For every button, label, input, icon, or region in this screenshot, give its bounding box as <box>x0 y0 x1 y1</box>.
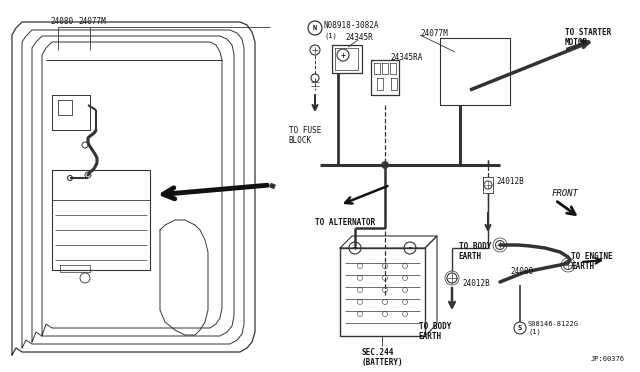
Circle shape <box>381 161 388 169</box>
Text: 24345RA: 24345RA <box>390 54 422 62</box>
Circle shape <box>349 242 361 254</box>
Text: 24077M: 24077M <box>420 29 448 38</box>
Text: TO STARTER
MOTOR: TO STARTER MOTOR <box>565 28 611 47</box>
Circle shape <box>404 242 416 254</box>
Text: (1): (1) <box>324 33 337 39</box>
Text: 24345R: 24345R <box>345 33 372 42</box>
Text: JP:00376: JP:00376 <box>591 356 625 362</box>
Text: 24012B: 24012B <box>462 279 490 288</box>
Text: TO BODY
EARTH: TO BODY EARTH <box>459 242 491 262</box>
Text: SEC.244
(BATTERY): SEC.244 (BATTERY) <box>361 348 403 368</box>
Text: TO FUSE
BLOCK: TO FUSE BLOCK <box>289 126 321 145</box>
Text: TO ENGINE
EARTH: TO ENGINE EARTH <box>571 252 613 272</box>
Text: S08146-8122G
(1): S08146-8122G (1) <box>528 321 579 335</box>
Text: TO BODY
EARTH: TO BODY EARTH <box>419 322 451 341</box>
Text: FRONT: FRONT <box>552 189 579 198</box>
Text: N08918-3082A: N08918-3082A <box>324 22 380 31</box>
Text: +: + <box>340 51 346 60</box>
Text: +: + <box>353 244 357 253</box>
Text: TO ALTERNATOR: TO ALTERNATOR <box>315 218 375 227</box>
Text: 24012B: 24012B <box>496 177 524 186</box>
Text: -: - <box>408 244 412 253</box>
Text: N: N <box>313 25 317 31</box>
Text: 24077M: 24077M <box>78 17 106 26</box>
Text: 24080: 24080 <box>50 17 73 26</box>
Text: S: S <box>518 325 522 331</box>
Text: 24080: 24080 <box>510 267 533 276</box>
